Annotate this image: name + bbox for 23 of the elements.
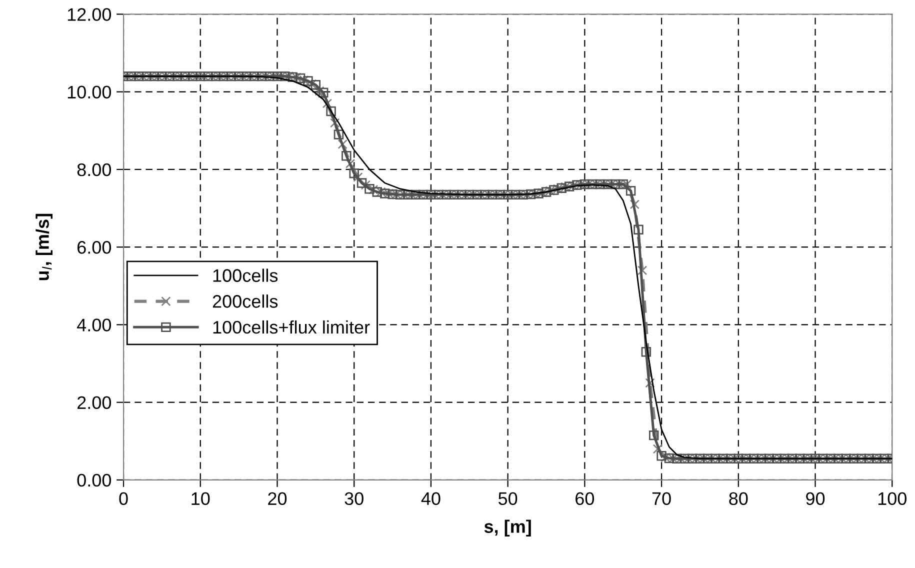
y-tick-label: 2.00 xyxy=(77,396,112,410)
x-axis-title: s, [m] xyxy=(484,520,531,537)
y-tick-label: 10.00 xyxy=(68,86,112,99)
legend-label: 200cells xyxy=(212,294,278,308)
legend-label: 100cells+flux limiter xyxy=(213,320,370,334)
x-tick-label: 40 xyxy=(421,492,440,506)
y-tick-label: 8.00 xyxy=(77,163,112,176)
x-tick-label: 30 xyxy=(344,492,364,506)
x-tick-label: 90 xyxy=(806,492,825,506)
y-axis-title: u$_{l}$, [m/s] xyxy=(36,214,53,280)
x-tick-label: 70 xyxy=(652,492,671,506)
x-tick-label: 10 xyxy=(192,492,210,506)
x-tick-label: 60 xyxy=(576,492,594,506)
x-tick-label: 100 xyxy=(878,492,906,506)
x-tick-label: 80 xyxy=(729,492,748,506)
x-tick-label: 0 xyxy=(119,492,128,506)
y-tick-label: 4.00 xyxy=(76,318,112,332)
y-tick-label: 6.00 xyxy=(78,241,112,254)
x-tick-label: 50 xyxy=(498,492,518,506)
legend-label: 100cells xyxy=(213,268,278,282)
y-tick-label: 0.00 xyxy=(77,474,112,487)
x-tick-label: 20 xyxy=(268,492,287,506)
y-tick-label: 12.00 xyxy=(68,8,112,21)
